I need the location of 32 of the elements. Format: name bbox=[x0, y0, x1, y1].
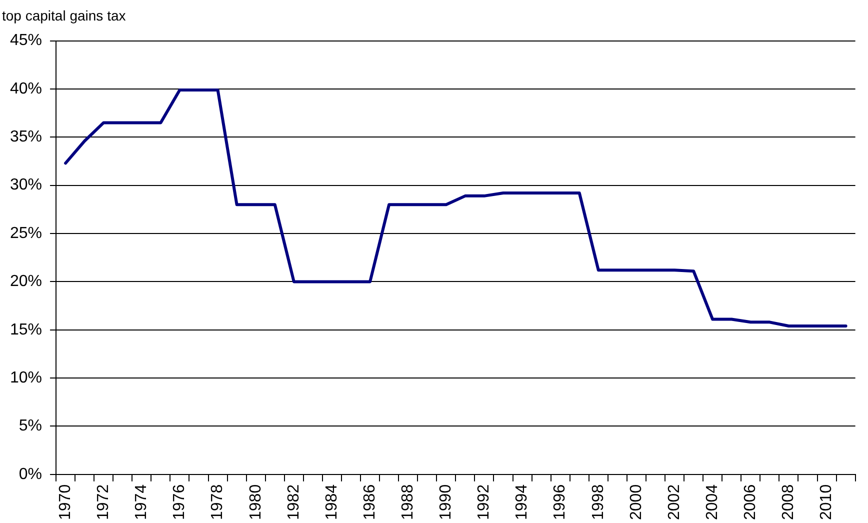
x-tick-label: 1974 bbox=[133, 484, 150, 520]
y-tick-label: 20% bbox=[10, 273, 42, 290]
y-tick-label: 5% bbox=[18, 418, 42, 435]
y-tick-label: 10% bbox=[10, 369, 42, 386]
x-tick-label: 2000 bbox=[628, 484, 645, 520]
y-tick-label: 45% bbox=[10, 32, 42, 50]
x-tick-label: 2006 bbox=[742, 484, 760, 520]
x-tick-label: 1972 bbox=[95, 484, 112, 520]
x-tick-label: 1998 bbox=[590, 484, 607, 520]
y-tick-label: 40% bbox=[10, 80, 42, 98]
x-tick-label: 1980 bbox=[247, 484, 264, 520]
x-tick-label: 2010 bbox=[818, 484, 836, 520]
y-tick-label: 35% bbox=[10, 128, 42, 146]
x-tick-label: 2008 bbox=[780, 484, 798, 520]
y-tick-label: 30% bbox=[10, 176, 42, 194]
x-tick-label: 2002 bbox=[666, 484, 683, 520]
x-tick-label: 1982 bbox=[285, 484, 302, 520]
x-tick-label: 1984 bbox=[323, 484, 340, 520]
x-tick-label: 1994 bbox=[514, 484, 531, 520]
chart-title: top capital gains tax bbox=[2, 7, 126, 24]
x-tick-label: 1978 bbox=[209, 484, 226, 520]
x-tick-label: 1976 bbox=[171, 484, 188, 520]
y-tick-label: 0% bbox=[18, 466, 42, 483]
x-tick-label: 1986 bbox=[361, 484, 378, 520]
x-tick-label: 1996 bbox=[552, 484, 569, 520]
x-tick-label: 1992 bbox=[476, 484, 493, 520]
x-tick-label: 1988 bbox=[400, 484, 416, 520]
x-tick-label: 1990 bbox=[438, 484, 455, 520]
x-tick-label: 1970 bbox=[56, 484, 74, 520]
y-tick-label: 25% bbox=[10, 224, 42, 242]
y-tick-label: 15% bbox=[10, 321, 42, 338]
x-tick-label: 2004 bbox=[704, 484, 721, 520]
